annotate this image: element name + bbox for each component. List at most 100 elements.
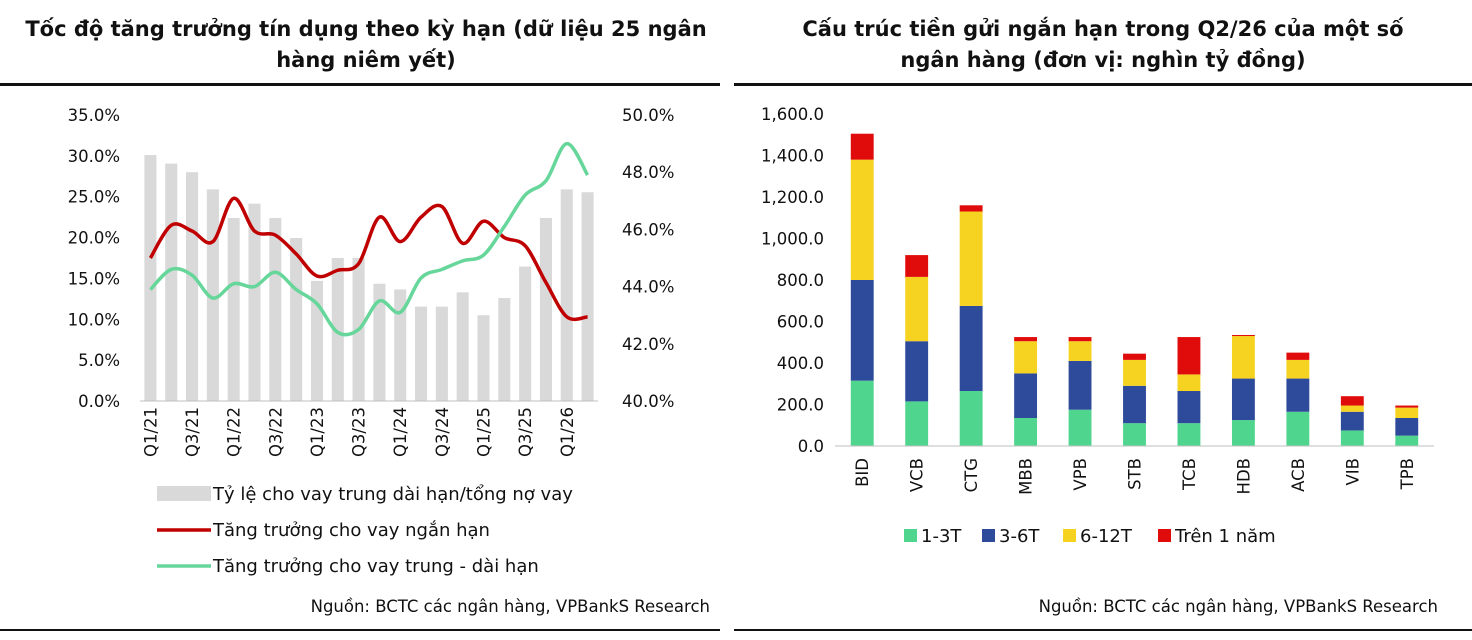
legend-swatch-0 xyxy=(904,529,917,542)
right-x-tick-label: TPB xyxy=(1398,458,1417,490)
bar-long-term-ratio xyxy=(415,306,428,401)
stacked-bar-segment xyxy=(850,133,874,160)
bar-long-term-ratio xyxy=(581,192,594,401)
stacked-bar-segment xyxy=(1231,334,1255,337)
bar-long-term-ratio xyxy=(519,266,532,401)
right-x-tick-label: VCB xyxy=(908,458,927,492)
stacked-bar-segment xyxy=(1014,337,1038,342)
right-chart-source: Nguồn: BCTC các ngân hàng, VPBankS Resea… xyxy=(1038,597,1438,616)
bar-long-term-ratio xyxy=(539,217,552,401)
right-x-tick-label: BID xyxy=(853,458,872,487)
stacked-bar-segment xyxy=(959,211,983,306)
right-y-tick-label: 800.0 xyxy=(777,271,824,290)
right-y-tick-label: 48.0% xyxy=(622,163,674,182)
bar-long-term-ratio xyxy=(477,315,490,401)
right-y-tick-label: 46.0% xyxy=(622,220,674,239)
right-y-tick-label: 0.0 xyxy=(798,437,824,456)
stacked-bar-segment xyxy=(1123,423,1146,446)
left-top-rule xyxy=(0,83,720,86)
stacked-bar-segment xyxy=(1014,373,1038,418)
left-x-tick-label: Q3/22 xyxy=(266,407,285,457)
stacked-bar-segment xyxy=(905,341,929,402)
stacked-bar-segment xyxy=(1123,353,1146,360)
left-x-tick-label: Q1/21 xyxy=(141,407,160,457)
right-bottom-rule xyxy=(734,629,1472,631)
line-short-term-growth xyxy=(148,196,588,322)
stacked-bar-segment xyxy=(1014,341,1038,374)
right-y-tick-label: 40.0% xyxy=(622,392,674,411)
line-long-term-growth xyxy=(149,141,590,337)
right-y-tick-label: 42.0% xyxy=(622,335,674,354)
legend-label-1: 3-6T xyxy=(999,526,1040,547)
right-y-tick-label: 50.0% xyxy=(622,106,674,125)
stacked-bar-segment xyxy=(1177,423,1201,446)
stacked-bar-segment xyxy=(1340,411,1364,431)
stacked-bar-segment xyxy=(1340,430,1364,446)
right-y-tick-label: 600.0 xyxy=(777,313,824,332)
bar-long-term-ratio xyxy=(456,292,469,401)
bar-long-term-ratio xyxy=(560,189,573,401)
stacked-bar-segment xyxy=(1395,435,1419,446)
legend-swatch-ratio xyxy=(157,486,211,501)
bar-long-term-ratio xyxy=(165,163,178,401)
stacked-bar-segment xyxy=(905,276,929,342)
left-x-tick-label: Q3/21 xyxy=(183,407,202,457)
stacked-bar-segment xyxy=(850,159,874,280)
stacked-bar-segment xyxy=(1123,385,1146,424)
legend-label-ratio: Tỷ lệ cho vay trung dài hạn/tổng nợ vay xyxy=(212,484,573,505)
stacked-bar-segment xyxy=(1340,405,1364,412)
bar-long-term-ratio xyxy=(435,306,448,401)
left-y-tick-label: 10.0% xyxy=(68,310,120,329)
left-chart-title: Tốc độ tăng trưởng tín dụng theo kỳ hạn … xyxy=(25,17,707,72)
left-chart-panel: Tốc độ tăng trưởng tín dụng theo kỳ hạn … xyxy=(0,0,720,640)
left-x-tick-label: Q3/25 xyxy=(516,407,535,457)
right-top-rule xyxy=(734,83,1472,86)
legend-label-3: Trên 1 năm xyxy=(1174,526,1276,547)
stacked-bar-segment xyxy=(1340,396,1364,406)
legend-swatch-1 xyxy=(982,529,995,542)
bar-long-term-ratio xyxy=(394,289,407,401)
right-x-tick-label: CTG xyxy=(962,458,981,492)
left-y-tick-label: 35.0% xyxy=(68,106,120,125)
bar-long-term-ratio xyxy=(373,283,386,401)
stacked-bar-segment xyxy=(1177,391,1201,424)
stacked-bar-segment xyxy=(1068,341,1092,361)
right-chart-title: Cấu trúc tiền gửi ngắn hạn trong Q2/26 c… xyxy=(802,17,1404,72)
stacked-bar-segment xyxy=(1123,359,1146,386)
bar-long-term-ratio xyxy=(331,258,344,401)
right-y-tick-label: 44.0% xyxy=(622,278,674,297)
stacked-bar-segment xyxy=(1014,417,1038,446)
bar-long-term-ratio xyxy=(227,217,240,401)
right-y-tick-label: 400.0 xyxy=(777,354,824,373)
left-x-tick-label: Q1/22 xyxy=(225,407,244,457)
left-y-tick-label: 30.0% xyxy=(68,147,120,166)
right-x-tick-label: ACB xyxy=(1289,458,1308,492)
legend-label-0: 1-3T xyxy=(921,526,962,547)
right-y-tick-label: 200.0 xyxy=(777,396,824,415)
left-y-tick-label: 15.0% xyxy=(68,269,120,288)
stacked-bar-segment xyxy=(1068,409,1092,446)
stacked-bar-segment xyxy=(1286,378,1310,412)
bar-long-term-ratio xyxy=(144,155,157,401)
stacked-bar-segment xyxy=(959,205,983,212)
stacked-bar-segment xyxy=(1177,374,1201,392)
right-y-tick-label: 1,200.0 xyxy=(761,188,824,207)
stacked-bar-segment xyxy=(1395,417,1419,436)
stacked-bar-segment xyxy=(1231,336,1255,379)
stacked-bar-segment xyxy=(1395,407,1419,418)
left-x-tick-label: Q1/23 xyxy=(308,407,327,457)
left-x-tick-label: Q3/24 xyxy=(433,407,452,457)
stacked-bar-segment xyxy=(959,305,983,392)
stacked-bar-segment xyxy=(1286,411,1310,446)
stacked-bar-segment xyxy=(1231,378,1255,421)
stacked-bar-segment xyxy=(905,401,929,446)
left-y-tick-label: 20.0% xyxy=(68,229,120,248)
legend-label-short: Tăng trưởng cho vay ngắn hạn xyxy=(212,520,490,541)
right-y-tick-label: 1,400.0 xyxy=(761,147,824,166)
right-x-tick-label: VIB xyxy=(1343,458,1362,485)
right-chart-panel: Cấu trúc tiền gửi ngắn hạn trong Q2/26 c… xyxy=(734,0,1472,640)
bar-long-term-ratio xyxy=(186,172,199,401)
stacked-bar-segment xyxy=(1286,352,1310,360)
right-x-tick-label: HDB xyxy=(1234,458,1253,494)
bar-long-term-ratio xyxy=(310,280,323,401)
